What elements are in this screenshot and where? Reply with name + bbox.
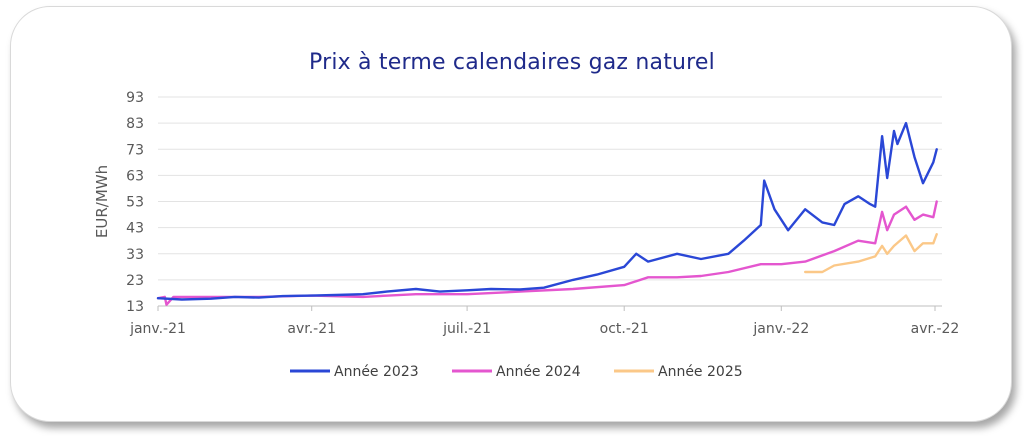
chart-card <box>10 6 1012 422</box>
y-tick-label: 93 <box>126 90 144 106</box>
chart-title: Prix à terme calendaires gaz naturel <box>309 50 715 75</box>
legend-label: Année 2023 <box>334 364 419 380</box>
x-tick-label: janv.-22 <box>752 321 809 337</box>
x-tick-label: janv.-21 <box>129 321 186 337</box>
y-tick-label: 13 <box>126 299 144 315</box>
y-axis-label: EUR/MWh <box>93 165 111 238</box>
y-tick-label: 83 <box>126 116 144 132</box>
series-line-année-2024 <box>156 200 938 306</box>
y-tick-label: 73 <box>126 142 144 158</box>
x-tick-label: avr.-21 <box>287 321 336 337</box>
x-tick-label: juil.-21 <box>442 321 491 337</box>
legend-label: Année 2025 <box>658 364 743 380</box>
legend-label: Année 2024 <box>496 364 581 380</box>
y-tick-label: 63 <box>126 168 144 184</box>
series-line-année-2023 <box>156 121 938 301</box>
x-tick-label: avr.-22 <box>911 321 960 337</box>
x-tick-label: oct.-21 <box>600 321 649 337</box>
series-line-année-2025 <box>804 232 938 274</box>
y-tick-label: 43 <box>126 221 144 237</box>
y-tick-label: 53 <box>126 195 144 211</box>
y-tick-label: 33 <box>126 247 144 263</box>
y-tick-label: 23 <box>126 273 144 289</box>
